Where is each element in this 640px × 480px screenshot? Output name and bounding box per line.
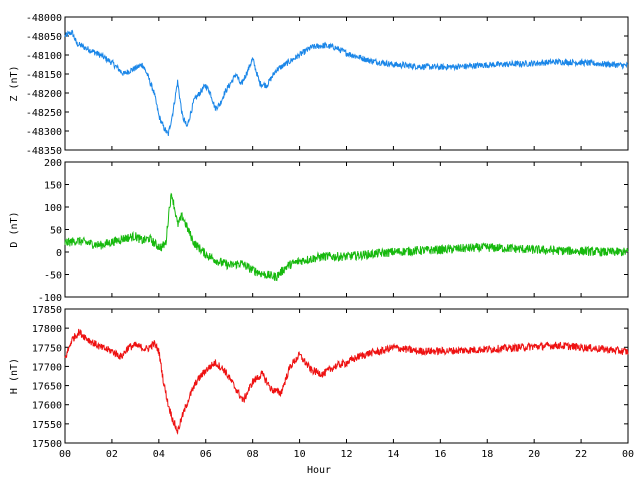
- series-line-h: [64, 328, 629, 435]
- x-tick-label: 00: [622, 449, 634, 460]
- plot-frame-z: [64, 16, 629, 151]
- y-tick-label-z: -48050: [26, 32, 62, 43]
- y-tick-label-h: 17550: [32, 420, 62, 431]
- y-tick-label-d: 100: [44, 203, 62, 214]
- y-tick-label-h: 17750: [32, 343, 62, 354]
- y-tick-label-z: -48000: [26, 13, 62, 24]
- y-axis-label-d: D (nT): [9, 211, 20, 247]
- x-tick-label: 14: [387, 449, 399, 460]
- y-tick-label-z: -48300: [26, 127, 62, 138]
- x-tick-label: 10: [294, 449, 306, 460]
- y-tick-label-d: -100: [38, 293, 62, 304]
- plot-frame-h: [64, 308, 629, 444]
- x-tick-label: 16: [434, 449, 446, 460]
- y-tick-label-h: 17800: [32, 324, 62, 335]
- y-tick-label-z: -48250: [26, 108, 62, 119]
- series-line-d: [64, 192, 629, 282]
- y-tick-label-d: 200: [44, 158, 62, 169]
- x-tick-label: 08: [247, 449, 259, 460]
- x-tick-label: 00: [59, 449, 71, 460]
- y-tick-label-z: -48350: [26, 146, 62, 157]
- x-axis-label: Hour: [307, 465, 331, 476]
- x-tick-label: 18: [481, 449, 493, 460]
- x-tick-label: 12: [340, 449, 352, 460]
- y-tick-label-h: 17850: [32, 305, 62, 316]
- y-tick-label-z: -48200: [26, 89, 62, 100]
- y-tick-label-z: -48100: [26, 51, 62, 62]
- y-tick-label-d: 50: [50, 226, 62, 237]
- y-tick-label-d: 150: [44, 181, 62, 192]
- series-line-z: [64, 29, 629, 137]
- y-axis-label-z: Z (nT): [9, 65, 20, 101]
- y-tick-label-h: 17600: [32, 401, 62, 412]
- y-axis-label-h: H (nT): [9, 358, 20, 394]
- y-tick-label-z: -48150: [26, 70, 62, 81]
- x-tick-label: 04: [153, 449, 165, 460]
- x-tick-label: 02: [106, 449, 118, 460]
- y-tick-label-d: -50: [44, 271, 62, 282]
- y-tick-label-h: 17700: [32, 362, 62, 373]
- y-tick-label-d: 0: [56, 248, 62, 259]
- y-tick-label-h: 17500: [32, 439, 62, 450]
- x-tick-label: 20: [528, 449, 540, 460]
- x-tick-label: 06: [200, 449, 212, 460]
- x-tick-label: 22: [575, 449, 587, 460]
- y-tick-label-h: 17650: [32, 382, 62, 393]
- plot-frame-d: [64, 161, 629, 298]
